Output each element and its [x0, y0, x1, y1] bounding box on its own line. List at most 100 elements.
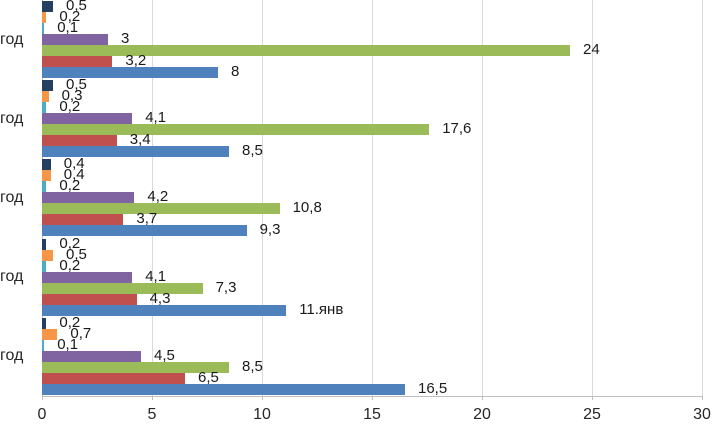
category-label: год	[0, 268, 24, 286]
gridline-5	[152, 0, 153, 396]
series-orange-bar	[42, 249, 53, 261]
data-label: 0,4	[63, 166, 85, 184]
series-blue-bar	[42, 146, 229, 158]
series-purple-bar	[42, 34, 108, 46]
series-green-bar	[42, 282, 203, 294]
data-label: 0,2	[59, 256, 81, 274]
series-green-bar	[42, 203, 280, 215]
series-cyan-bar	[42, 260, 47, 272]
plot-area: 0,5 0,2 0,1 3 24 3,2 8 0,5 0,3 0,2 4,1 17,6 3,4 8,5 0,…	[42, 0, 703, 397]
category-label: год	[0, 109, 24, 127]
series-cyan-bar	[42, 102, 47, 114]
data-label: 6,5	[198, 368, 219, 386]
gridline-10	[262, 0, 263, 396]
series-darkblue-bar	[42, 1, 53, 13]
data-label: 9,3	[259, 221, 281, 239]
data-label: 8	[231, 63, 240, 81]
bar-group: 0,2 0,5 0,2 4,1 7,3 4,3 11.янв	[42, 234, 702, 318]
series-red-bar	[42, 214, 124, 226]
category-label: год	[0, 30, 24, 48]
data-label: 4,1	[145, 267, 167, 285]
data-label: 0,2	[59, 8, 81, 26]
data-label: 0,2	[59, 313, 81, 331]
data-label: 3,2	[125, 52, 147, 70]
series-darkblue-bar	[42, 159, 51, 171]
series-darkblue-bar	[42, 80, 53, 92]
series-purple-bar	[42, 271, 133, 283]
tickmark-25	[592, 396, 593, 400]
data-label: 16,5	[418, 379, 448, 397]
x-tick-label-5: 5	[147, 406, 157, 423]
gridline-20	[482, 0, 483, 396]
series-cyan-bar	[42, 181, 47, 193]
data-label: 7,3	[215, 278, 237, 296]
data-label: 0,2	[59, 98, 81, 116]
data-label: 4,1	[145, 109, 167, 127]
series-orange-bar	[42, 91, 49, 103]
data-label: 0,1	[57, 19, 79, 37]
data-label: 4,5	[154, 346, 175, 364]
data-label: 0,3	[61, 87, 83, 105]
x-tick-label-25: 25	[583, 406, 601, 423]
series-orange-bar	[42, 12, 47, 24]
data-label: 11.янв	[299, 300, 344, 318]
series-green-bar	[42, 124, 430, 136]
gridline-15	[372, 0, 373, 396]
series-red-bar	[42, 56, 113, 68]
data-label: 8,5	[242, 357, 263, 375]
data-label: 4,2	[147, 188, 169, 206]
tickmark-30	[702, 396, 703, 400]
gridline-30	[702, 0, 703, 396]
data-label: 0,2	[59, 177, 81, 195]
gridline-25	[592, 0, 593, 396]
series-blue-bar	[42, 67, 218, 79]
series-orange-bar	[42, 170, 51, 182]
tickmark-5	[152, 396, 153, 400]
series-purple-bar	[42, 350, 141, 362]
series-purple-bar	[42, 192, 135, 204]
x-tick-label-10: 10	[253, 406, 271, 423]
data-label: 4,3	[149, 289, 171, 307]
data-label: 0,4	[63, 155, 85, 173]
tickmark-10	[262, 396, 263, 400]
series-purple-bar	[42, 113, 133, 125]
data-label: 0,7	[70, 324, 92, 342]
data-label: 0,1	[57, 335, 79, 353]
bar-group: 0,5 0,3 0,2 4,1 17,6 3,4 8,5	[42, 77, 702, 160]
data-label: 3,7	[136, 210, 158, 228]
series-red-bar	[42, 135, 117, 147]
data-label: 10,8	[292, 199, 322, 217]
data-label: 0,5	[66, 245, 87, 263]
x-tick-label-0: 0	[37, 406, 47, 423]
series-orange-bar	[42, 328, 58, 340]
x-tick-label-20: 20	[473, 406, 491, 423]
data-label: 8,5	[242, 142, 263, 160]
bar-group: 0,2 0,7 0,1 4,5 8,5 6,5 16,5	[42, 313, 702, 397]
series-green-bar	[42, 361, 229, 373]
data-label: 24	[583, 41, 600, 59]
series-cyan-bar	[42, 23, 45, 35]
series-blue-bar	[42, 225, 247, 237]
series-red-bar	[42, 372, 185, 384]
data-label: 3	[121, 30, 130, 48]
bar-group: 0,5 0,2 0,1 3 24 3,2 8	[42, 0, 702, 79]
x-tick-label-30: 30	[693, 406, 711, 423]
series-blue-bar	[42, 383, 405, 395]
series-cyan-bar	[42, 339, 45, 351]
series-green-bar	[42, 45, 570, 57]
data-label: 3,4	[129, 131, 151, 149]
series-darkblue-bar	[42, 317, 47, 329]
data-label: 0,2	[59, 234, 81, 252]
category-label: год	[0, 189, 24, 206]
category-label: год	[0, 347, 24, 365]
data-label: 17,6	[442, 120, 472, 138]
tickmark-15	[372, 396, 373, 400]
series-blue-bar	[42, 304, 287, 316]
series-darkblue-bar	[42, 238, 47, 250]
series-red-bar	[42, 293, 137, 305]
tickmark-0	[42, 396, 43, 400]
tickmark-20	[482, 396, 483, 400]
data-label: 0,5	[66, 0, 87, 15]
bar-group: 0,4 0,4 0,2 4,2 10,8 3,7 9,3	[42, 155, 702, 239]
